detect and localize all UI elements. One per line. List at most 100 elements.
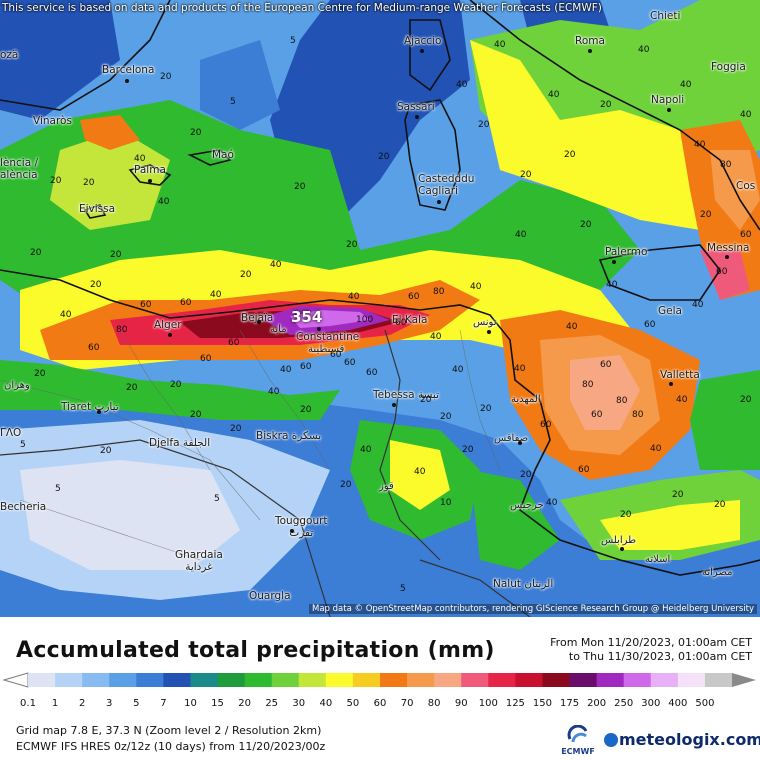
- contour-value: 60: [540, 420, 552, 430]
- contour-value: 20: [714, 500, 726, 510]
- contour-value: 60: [578, 465, 590, 475]
- scale-swatch: [163, 673, 191, 687]
- contour-value: 60: [591, 410, 603, 420]
- scale-tick-label: 125: [506, 698, 525, 709]
- city-label: Tiaret تيارت: [61, 401, 119, 413]
- scale-tick-label: 300: [641, 698, 660, 709]
- city-label: Djelfa الجلفة: [149, 437, 211, 449]
- contour-value: 20: [346, 240, 358, 250]
- scale-tick-label: 50: [347, 698, 360, 709]
- scale-tick-label: 7: [160, 698, 166, 709]
- city-marker: [620, 547, 624, 551]
- contour-value: 40: [456, 80, 468, 90]
- scale-swatch: [136, 673, 164, 687]
- city-label: قوز: [379, 481, 394, 492]
- contour-value: 40: [360, 445, 372, 455]
- city-label: مصراته: [702, 567, 733, 578]
- contour-value: 60: [600, 360, 612, 370]
- city-label: Barcelona: [102, 64, 155, 76]
- scale-tick-label: 60: [374, 698, 387, 709]
- city-marker: [168, 333, 172, 337]
- city-marker: [588, 49, 592, 53]
- contour-value: 40: [694, 140, 706, 150]
- scale-tick-label: 175: [560, 698, 579, 709]
- city-label: Biskra بسكرة: [256, 430, 322, 442]
- contour-value: 20: [520, 170, 532, 180]
- scale-swatch: [190, 673, 219, 687]
- city-label: Chieti: [650, 10, 681, 22]
- contour-value: 20: [110, 250, 122, 260]
- contour-value: 60: [408, 292, 420, 302]
- scale-swatch: [380, 673, 408, 687]
- city-marker: [257, 320, 261, 324]
- meteologix-logo[interactable]: meteologix.com: [604, 730, 760, 749]
- contour-value: 20: [700, 210, 712, 220]
- scale-swatch: [407, 673, 435, 687]
- city-label: Nalut الزنتان: [493, 578, 554, 590]
- city-label: Palma: [134, 164, 166, 176]
- contour-value: 60: [180, 298, 192, 308]
- city-label: Ouargla: [249, 590, 291, 602]
- scale-swatch: [82, 673, 110, 687]
- contour-value: 60: [88, 343, 100, 353]
- scale-swatch: [569, 673, 598, 687]
- contour-value: 60: [200, 354, 212, 364]
- city-label: Roma: [575, 35, 605, 47]
- city-label: Eivissa: [79, 203, 116, 215]
- contour-value: 20: [672, 490, 684, 500]
- contour-value: 40: [280, 365, 292, 375]
- contour-value: 20: [50, 176, 62, 186]
- scale-tick-label: 0.1: [20, 698, 36, 709]
- city-marker: [97, 410, 101, 414]
- scale-tick-label: 10: [184, 698, 197, 709]
- city-label: ozä: [0, 49, 19, 61]
- precipitation-field: [0, 0, 760, 617]
- city-label: Maó: [212, 149, 234, 161]
- city-label: El Kala: [392, 314, 428, 326]
- city-marker: [148, 179, 152, 183]
- contour-value: 40: [60, 310, 72, 320]
- contour-value: 60: [395, 318, 407, 328]
- contour-value: 40: [515, 230, 527, 240]
- scale-swatch: [704, 673, 733, 687]
- scale-min-arrow: [2, 672, 29, 688]
- contour-value: 60: [740, 230, 752, 240]
- scale-swatch: [271, 673, 300, 687]
- city-marker: [669, 382, 673, 386]
- scale-swatch: [28, 673, 56, 687]
- city-label: Cos: [736, 180, 756, 192]
- contour-value: 40: [414, 467, 426, 477]
- contour-value: 60: [330, 350, 342, 360]
- peak-precipitation-label: 354: [291, 308, 323, 326]
- city-marker: [667, 108, 671, 112]
- contour-value: 20: [580, 220, 592, 230]
- contour-value: 20: [240, 270, 252, 280]
- city-label: Valletta: [660, 369, 700, 381]
- contour-value: 40: [452, 365, 464, 375]
- city-label: Sassari: [397, 101, 435, 113]
- city-label: تونس: [473, 317, 497, 328]
- city-label: lència / alència: [0, 157, 39, 181]
- contour-value: 20: [440, 412, 452, 422]
- contour-value: 60: [140, 300, 152, 310]
- city-marker: [392, 403, 396, 407]
- contour-value: 20: [378, 152, 390, 162]
- contour-value: 5: [20, 440, 26, 450]
- contour-value: 20: [420, 395, 432, 405]
- contour-value: 20: [83, 178, 95, 188]
- city-label: Touggourt تقرت: [275, 515, 328, 539]
- contour-value: 40: [548, 90, 560, 100]
- contour-value: 40: [268, 387, 280, 397]
- contour-value: 40: [638, 45, 650, 55]
- city-marker: [612, 260, 616, 264]
- contour-value: 40: [158, 197, 170, 207]
- scale-tick-label: 90: [455, 698, 468, 709]
- ecmwf-label: ECMWF: [561, 747, 595, 756]
- city-label: قسنطينة: [308, 344, 345, 355]
- contour-value: 60: [366, 368, 378, 378]
- city-marker: [290, 529, 294, 533]
- precipitation-map[interactable]: This service is based on data and produc…: [0, 0, 760, 617]
- city-label: Becheria: [0, 501, 47, 513]
- city-marker: [415, 115, 419, 119]
- city-marker: [725, 255, 729, 259]
